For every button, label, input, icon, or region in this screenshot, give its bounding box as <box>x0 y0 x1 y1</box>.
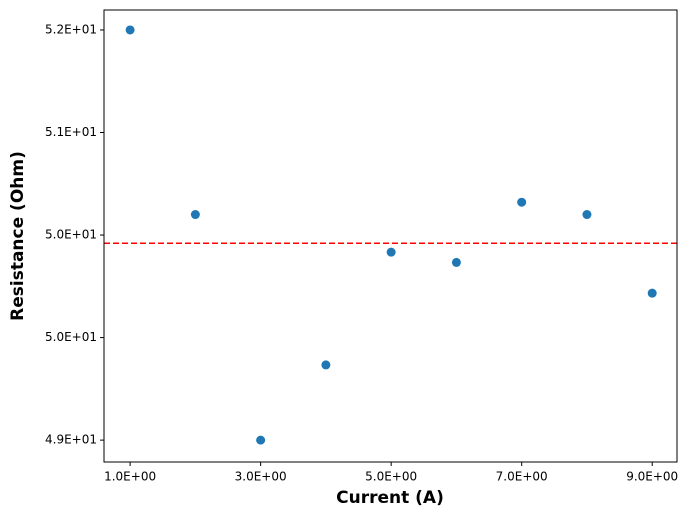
x-tick-label: 9.0E+00 <box>626 470 678 484</box>
point <box>582 210 592 220</box>
point <box>386 247 396 257</box>
point <box>647 288 657 298</box>
point <box>321 360 331 370</box>
y-tick-label: 4.9E+01 <box>45 433 97 447</box>
plot-frame <box>103 9 678 463</box>
point <box>190 210 200 220</box>
x-tick-label: 5.0E+00 <box>365 470 417 484</box>
y-tick-label: 5.2E+01 <box>45 22 97 36</box>
x-tick-label: 3.0E+00 <box>235 470 287 484</box>
x-tick-label: 1.0E+00 <box>104 470 156 484</box>
x-tick-label: 7.0E+00 <box>496 470 548 484</box>
y-tick-label: 5.1E+01 <box>45 125 97 139</box>
point <box>256 435 266 445</box>
point <box>451 257 461 267</box>
point <box>517 197 527 207</box>
y-tick-label: 5.0E+01 <box>45 228 97 242</box>
y-tick-label: 5.0E+01 <box>45 330 97 344</box>
y-axis-label: Resistance (Ohm) <box>8 151 28 321</box>
x-axis-label: Current (A) <box>336 488 444 508</box>
point <box>125 25 135 35</box>
